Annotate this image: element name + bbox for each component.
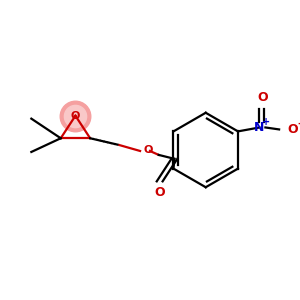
Text: O: O xyxy=(287,123,298,136)
Text: +: + xyxy=(262,117,270,127)
Text: N: N xyxy=(254,121,265,134)
Text: O: O xyxy=(71,111,80,121)
Text: O: O xyxy=(143,145,152,155)
Text: O: O xyxy=(154,186,165,199)
Text: O: O xyxy=(257,91,268,104)
Text: -: - xyxy=(297,118,300,129)
